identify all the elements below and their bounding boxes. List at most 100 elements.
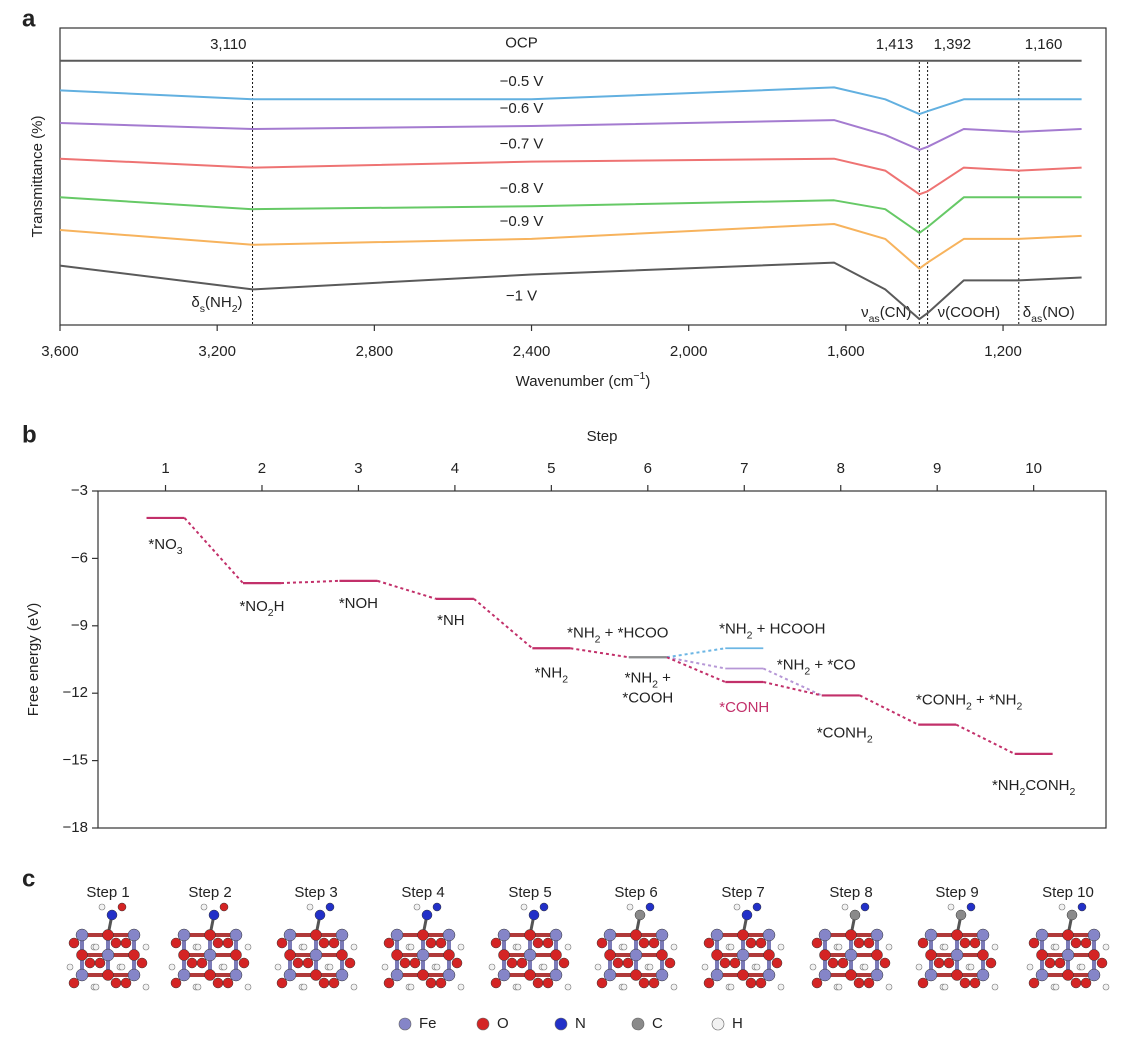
atom: [520, 903, 528, 911]
level-label: *NH2CONH2: [992, 777, 1076, 798]
atom: [120, 977, 132, 989]
atom: [991, 943, 999, 951]
atom: [66, 963, 74, 971]
text-part: 2: [595, 633, 601, 645]
y-tick-label: −3: [71, 482, 88, 499]
atom: [75, 968, 89, 982]
atom: [809, 963, 817, 971]
x-tick-label: 1,200: [984, 343, 1022, 360]
spectrum: [59, 223, 1082, 270]
atom: [177, 968, 191, 982]
atom: [106, 909, 118, 921]
atom: [835, 983, 843, 991]
text-part: as: [869, 313, 880, 325]
atom: [421, 909, 433, 921]
atom: [626, 903, 634, 911]
legend-label: C: [652, 1015, 663, 1032]
text-part: 2: [966, 700, 972, 712]
atom: [409, 957, 421, 969]
atom: [925, 949, 937, 961]
spectrum: [59, 196, 1082, 234]
connector: [762, 667, 823, 697]
atom: [863, 937, 875, 949]
atom: [399, 957, 411, 969]
atom: [443, 949, 455, 961]
atom: [177, 928, 191, 942]
atom: [102, 969, 114, 981]
step-label: Step 6: [614, 884, 657, 901]
y-tick-label: −9: [71, 617, 88, 634]
atom: [222, 937, 234, 949]
text-part: *CONH: [719, 699, 769, 716]
atom: [170, 977, 182, 989]
atom: [1078, 963, 1086, 971]
atom: [622, 957, 634, 969]
atom: [612, 957, 624, 969]
atom: [142, 943, 150, 951]
atom: [645, 902, 655, 912]
atom: [490, 937, 502, 949]
atom: [638, 977, 650, 989]
atom: [915, 963, 923, 971]
atom: [127, 968, 141, 982]
legend-swatch: [476, 1017, 490, 1031]
atom: [310, 969, 322, 981]
atom: [1058, 903, 1066, 911]
x-axis-label: Wavenumber (cm−1): [516, 370, 651, 390]
atom: [737, 929, 749, 941]
text-part: *CONH: [916, 692, 966, 709]
atom: [1044, 957, 1056, 969]
atom: [853, 937, 865, 949]
atom: [532, 937, 544, 949]
connector: [859, 694, 919, 726]
atom: [229, 968, 243, 982]
atom: [564, 983, 572, 991]
step-label: Step 2: [188, 884, 231, 901]
text-part: *NO: [239, 598, 267, 615]
step-label: Step 9: [935, 884, 978, 901]
atom: [102, 929, 114, 941]
text-part: CONH: [1025, 777, 1069, 794]
x-tick-label: 3,200: [198, 343, 236, 360]
atom: [425, 977, 437, 989]
atom: [703, 977, 715, 989]
atom: [203, 948, 217, 962]
x-tick-label: 5: [547, 460, 555, 477]
atom: [959, 977, 971, 989]
atom: [186, 957, 198, 969]
atom: [417, 969, 429, 981]
atom: [1028, 977, 1040, 989]
structure: [488, 902, 572, 991]
atom: [514, 983, 522, 991]
atom: [811, 937, 823, 949]
atom: [390, 928, 404, 942]
atom: [118, 963, 126, 971]
atom: [849, 909, 861, 921]
atom: [498, 949, 510, 961]
level-label: *CONH2: [817, 724, 873, 745]
atom: [524, 929, 536, 941]
atom: [451, 957, 463, 969]
step-label: Step 3: [294, 884, 337, 901]
structure: [701, 902, 785, 991]
legend-label: N: [575, 1015, 586, 1032]
atom: [771, 957, 783, 969]
atom: [1062, 969, 1074, 981]
atom: [1035, 928, 1049, 942]
structure: [168, 902, 252, 991]
atom: [620, 983, 628, 991]
atom: [596, 937, 608, 949]
legend-swatch: [554, 1017, 568, 1031]
text-part: 2: [804, 665, 810, 677]
text-part: 2: [268, 607, 274, 619]
atom: [670, 943, 678, 951]
atom: [302, 957, 314, 969]
atom: [845, 969, 857, 981]
spectrum: [59, 86, 1082, 116]
atom: [283, 928, 297, 942]
atom: [457, 943, 465, 951]
x-tick-label: 3: [354, 460, 362, 477]
atom: [917, 937, 929, 949]
atom: [170, 937, 182, 949]
band-annotation: δas(NO): [1023, 304, 1075, 325]
